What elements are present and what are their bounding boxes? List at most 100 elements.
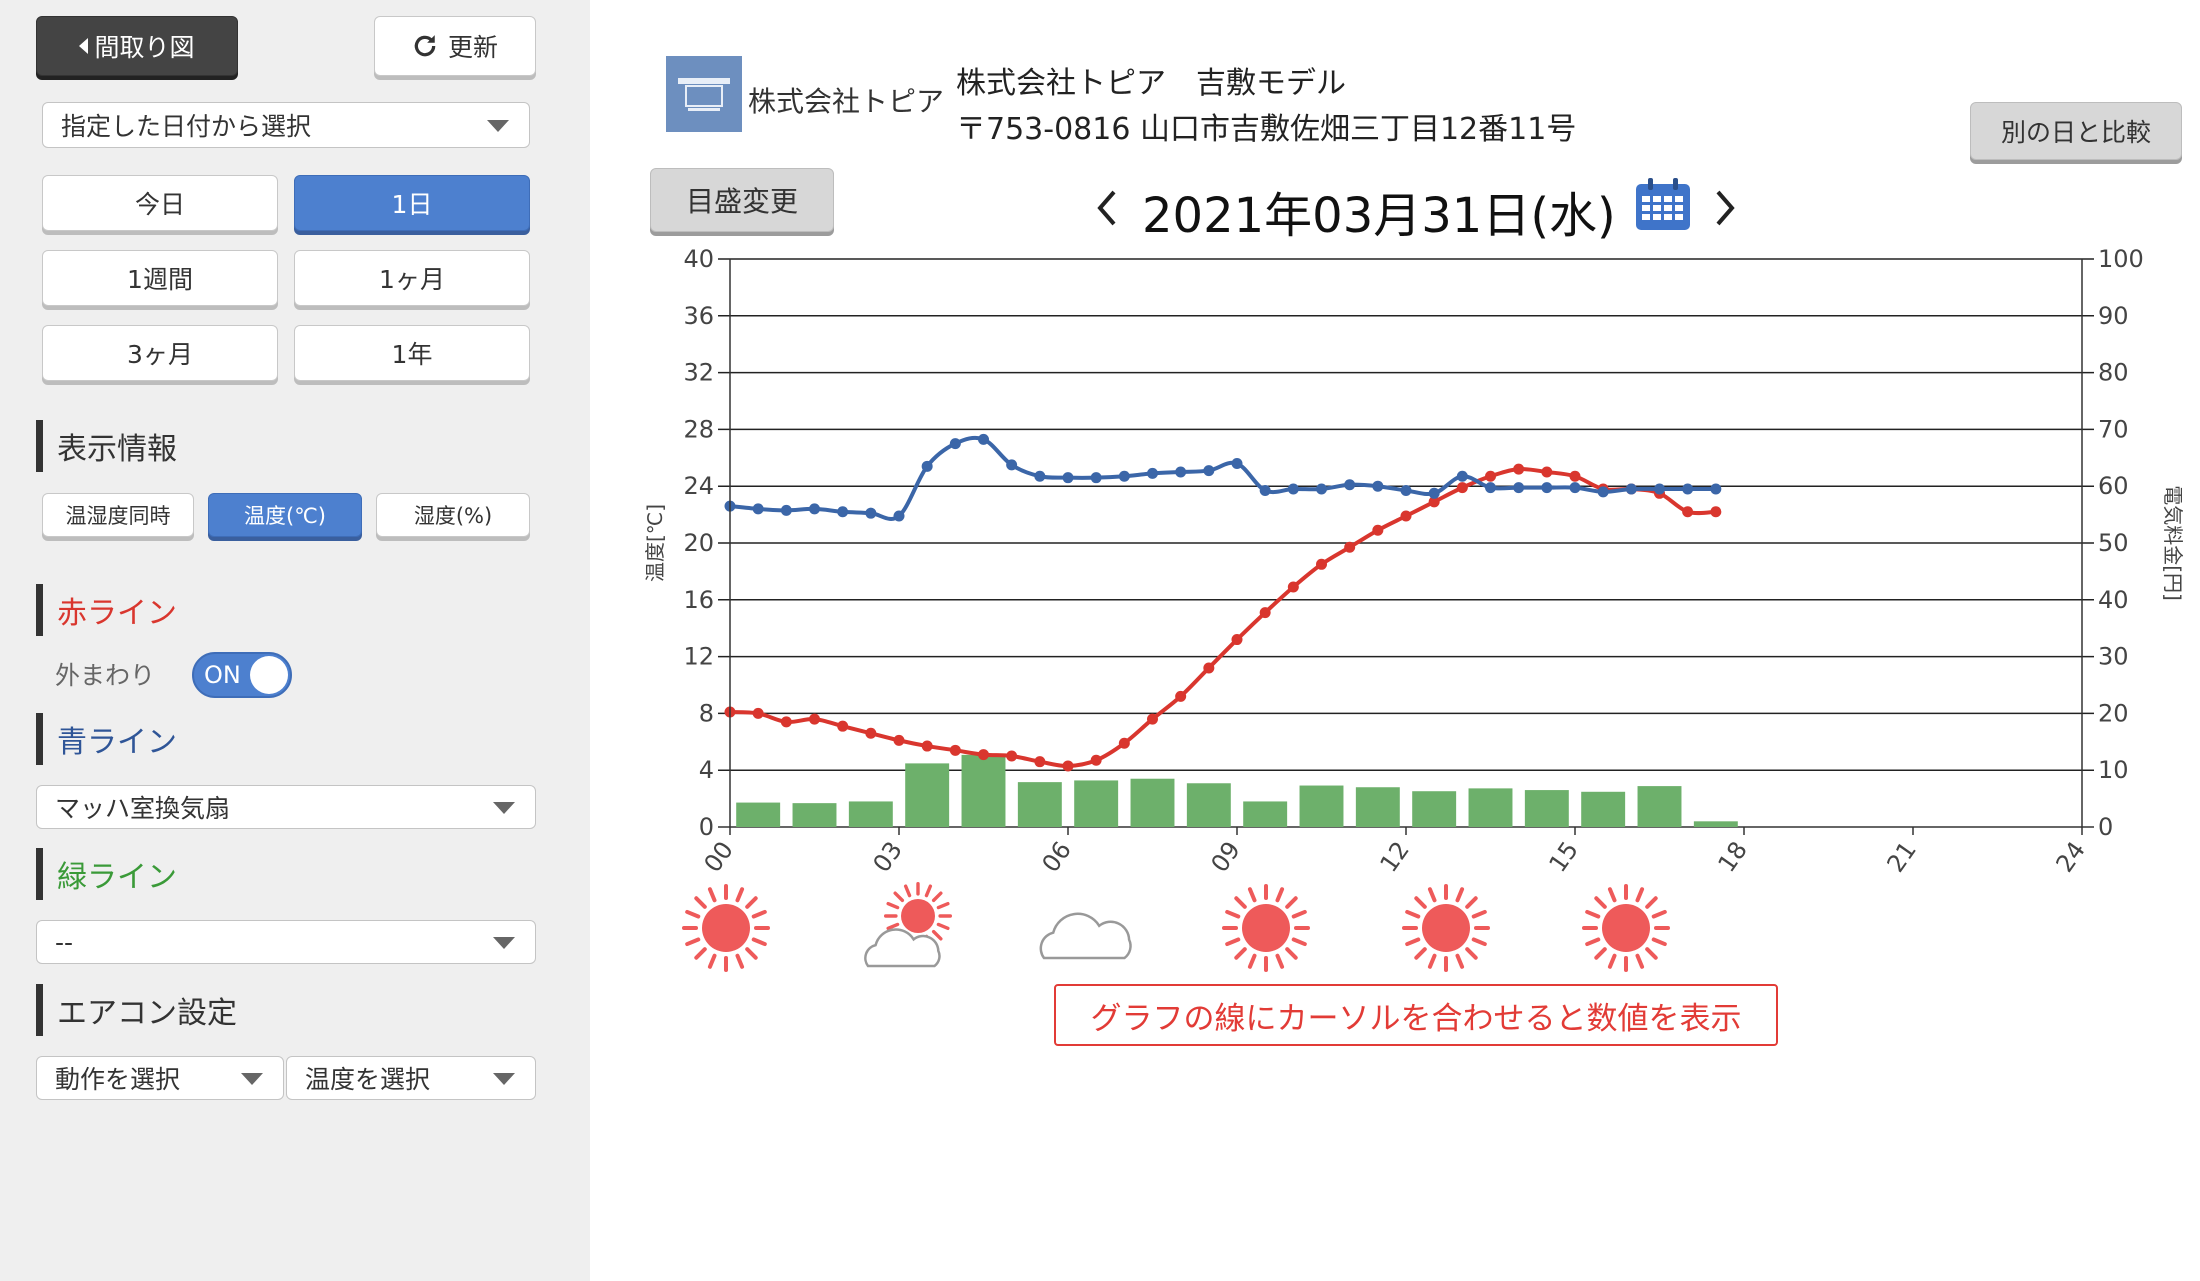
red-series-point: [893, 734, 905, 746]
refresh-icon: [414, 35, 436, 57]
display-humidity-button[interactable]: 湿度(%): [376, 493, 530, 537]
back-label: 間取り図: [94, 33, 195, 62]
y-tick-label: 24: [683, 472, 714, 500]
range-1day-button[interactable]: 1日: [294, 175, 530, 231]
blue-series-point: [1485, 482, 1496, 494]
blue-line-select[interactable]: マッハ室換気扇: [36, 785, 536, 829]
chart-bar: [848, 801, 893, 827]
chart-bar: [1130, 778, 1175, 827]
blue-series-point: [1682, 483, 1694, 495]
display-temp-humidity-button[interactable]: 温湿度同時: [42, 493, 194, 537]
back-button[interactable]: 間取り図: [36, 16, 238, 76]
refresh-label: 更新: [447, 33, 498, 62]
next-day-button[interactable]: [1708, 180, 1742, 236]
company-logo: [666, 56, 742, 132]
blue-series-point: [1062, 472, 1074, 484]
current-date: 2021年03月31日(水): [1142, 188, 1616, 244]
display-option-label: 温湿度同時: [65, 504, 171, 528]
chart-hint: グラフの線にカーソルを合わせると数値を表示: [1054, 984, 1778, 1046]
range-1year-button[interactable]: 1年: [294, 325, 530, 381]
aircon-action-select[interactable]: 動作を選択: [36, 1056, 284, 1100]
y-tick-label: 28: [683, 415, 714, 443]
blue-series-point: [1625, 483, 1637, 495]
red-series-point: [1682, 506, 1694, 518]
section-title: 緑ライン: [57, 860, 177, 895]
chevron-down-icon: [487, 120, 509, 132]
red-series-point: [837, 720, 849, 732]
red-series-point: [1344, 541, 1356, 553]
red-series-point: [1541, 466, 1553, 478]
scale-change-button[interactable]: 目盛変更: [650, 168, 834, 232]
range-1month-button[interactable]: 1ヶ月: [294, 250, 530, 306]
chevron-down-icon: [493, 937, 515, 949]
calendar-button[interactable]: [1634, 178, 1692, 232]
blue-series-point: [1569, 482, 1581, 494]
red-line-toggle[interactable]: ON: [192, 652, 292, 698]
x-tick-label: 24: [2050, 836, 2090, 877]
chart-bar: [1637, 786, 1682, 827]
y-tick-label: 16: [683, 586, 714, 614]
red-series-point: [1034, 756, 1046, 768]
chart-bar: [1581, 791, 1626, 827]
range-today-button[interactable]: 今日: [42, 175, 278, 231]
red-series-point: [921, 740, 933, 752]
chevron-down-icon: [493, 802, 515, 814]
display-temperature-button[interactable]: 温度(℃): [208, 493, 362, 537]
chart-bar: [1186, 783, 1231, 827]
red-series-point: [1287, 581, 1299, 593]
blue-series-point: [1203, 465, 1215, 477]
red-series-point: [1147, 713, 1158, 725]
y2-tick-label: 100: [2098, 245, 2144, 273]
green-line-select[interactable]: --: [36, 920, 536, 964]
aircon-action-value: 動作を選択: [55, 1065, 181, 1094]
blue-series-point: [1006, 459, 1018, 471]
blue-series-point: [1147, 467, 1158, 479]
blue-series-point: [1541, 482, 1553, 494]
red-series-point: [752, 707, 764, 719]
red-series-point: [1569, 470, 1581, 482]
chart-bar: [1693, 821, 1738, 827]
blue-line-select-value: マッハ室換気扇: [55, 794, 231, 823]
x-tick-label: 12: [1374, 836, 1414, 877]
caret-left-icon: [79, 38, 89, 54]
y2-tick-label: 20: [2098, 699, 2129, 727]
red-series-point: [978, 749, 989, 761]
refresh-button[interactable]: 更新: [374, 16, 536, 76]
section-title: 表示情報: [57, 432, 177, 467]
cloudy-sun-icon: [858, 880, 958, 984]
aircon-temp-select[interactable]: 温度を選択: [286, 1056, 536, 1100]
y2-axis-title: 電気料金[円]: [2161, 485, 2185, 601]
date-select[interactable]: 指定した日付から選択: [42, 102, 530, 148]
sunny-icon: [1578, 880, 1678, 984]
compare-day-button[interactable]: 別の日と比較: [1970, 102, 2182, 160]
chart-bar: [961, 754, 1006, 827]
toggle-knob: [250, 656, 288, 694]
red-series-point: [865, 727, 877, 739]
y2-tick-label: 40: [2098, 586, 2129, 614]
red-series-point: [1203, 662, 1215, 674]
scale-label: 目盛変更: [685, 185, 798, 218]
chart-bar: [1017, 782, 1062, 827]
blue-series-point: [1456, 470, 1468, 482]
section-display-info: 表示情報: [36, 420, 177, 472]
house-logo-icon: [678, 78, 730, 111]
chart-bar: [736, 802, 781, 827]
range-1week-button[interactable]: 1週間: [42, 250, 278, 306]
red-series-point: [1006, 750, 1018, 762]
range-label: 3ヶ月: [127, 340, 193, 369]
section-blue-line: 青ライン: [36, 713, 177, 765]
blue-series-point: [1287, 483, 1299, 495]
blue-series-point: [1034, 470, 1046, 482]
y2-tick-label: 80: [2098, 359, 2129, 387]
chart-bar: [1468, 788, 1513, 827]
y-tick-label: 40: [683, 245, 714, 273]
x-tick-label: 15: [1543, 836, 1583, 877]
prev-day-button[interactable]: [1090, 180, 1124, 236]
sunny-icon: [678, 880, 778, 984]
blue-series-point: [893, 510, 905, 522]
y2-tick-label: 30: [2098, 643, 2129, 671]
cloud-icon: [1038, 880, 1138, 984]
range-3month-button[interactable]: 3ヶ月: [42, 325, 278, 381]
red-series-point: [1175, 690, 1187, 702]
